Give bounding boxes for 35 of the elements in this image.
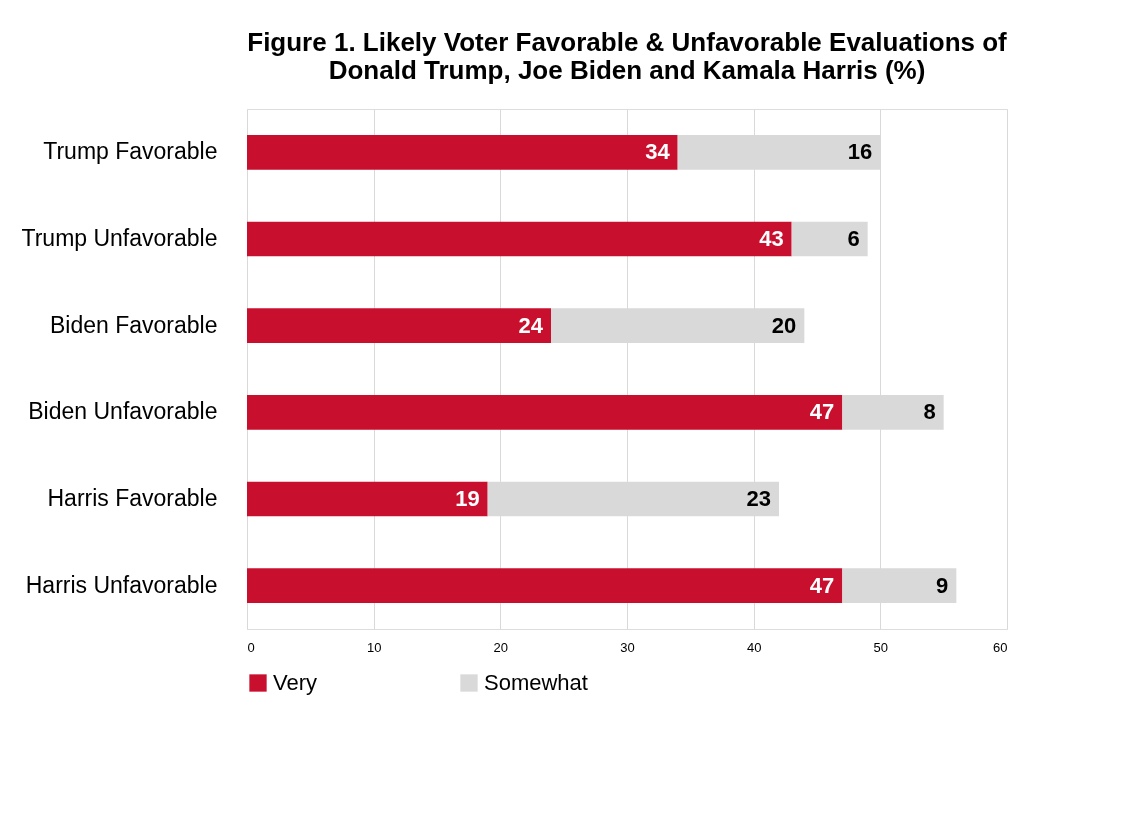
bar bbox=[791, 221, 868, 257]
bar bbox=[247, 135, 678, 170]
data-label: 19 bbox=[455, 486, 480, 511]
data-label: 47 bbox=[809, 399, 835, 425]
data-label: 47 bbox=[809, 572, 835, 598]
x-tick-label: 40 bbox=[746, 639, 762, 655]
bar bbox=[247, 481, 488, 517]
x-tick-label: 0 bbox=[247, 639, 255, 655]
data-label: 34 bbox=[645, 139, 671, 165]
bar bbox=[247, 395, 843, 430]
data-label: 6 bbox=[847, 226, 860, 251]
legend-label: Somewhat bbox=[484, 670, 588, 695]
x-tick-label: 20 bbox=[493, 639, 509, 655]
y-tick-label: Trump Unfavorable bbox=[21, 225, 218, 251]
data-label: 8 bbox=[923, 399, 936, 425]
data-label: 9 bbox=[936, 572, 949, 598]
data-label: 20 bbox=[771, 312, 797, 338]
y-tick-label: Harris Favorable bbox=[47, 485, 218, 511]
bar bbox=[247, 568, 843, 603]
x-tick-label: 30 bbox=[620, 639, 635, 655]
y-tick-label: Biden Unfavorable bbox=[28, 398, 218, 425]
x-tick-label: 60 bbox=[993, 639, 1008, 655]
x-tick-label: 10 bbox=[366, 639, 382, 655]
y-tick-label: Biden Favorable bbox=[50, 311, 218, 338]
y-tick-label: Trump Favorable bbox=[43, 138, 218, 165]
bar bbox=[247, 308, 551, 343]
data-label: 24 bbox=[518, 312, 544, 338]
legend-label: Very bbox=[273, 670, 318, 695]
data-label: 43 bbox=[759, 226, 784, 251]
data-label: 23 bbox=[746, 486, 771, 511]
y-tick-label: Harris Unfavorable bbox=[25, 571, 218, 598]
x-tick-label: 50 bbox=[873, 639, 889, 655]
data-label: 16 bbox=[847, 139, 873, 165]
chart-title: Figure 1. Likely Voter Favorable & Unfavorable Evaluations of Donald Trump, Joe Biden and Kamala Harris (%) bbox=[247, 27, 1008, 85]
bar bbox=[247, 221, 792, 257]
